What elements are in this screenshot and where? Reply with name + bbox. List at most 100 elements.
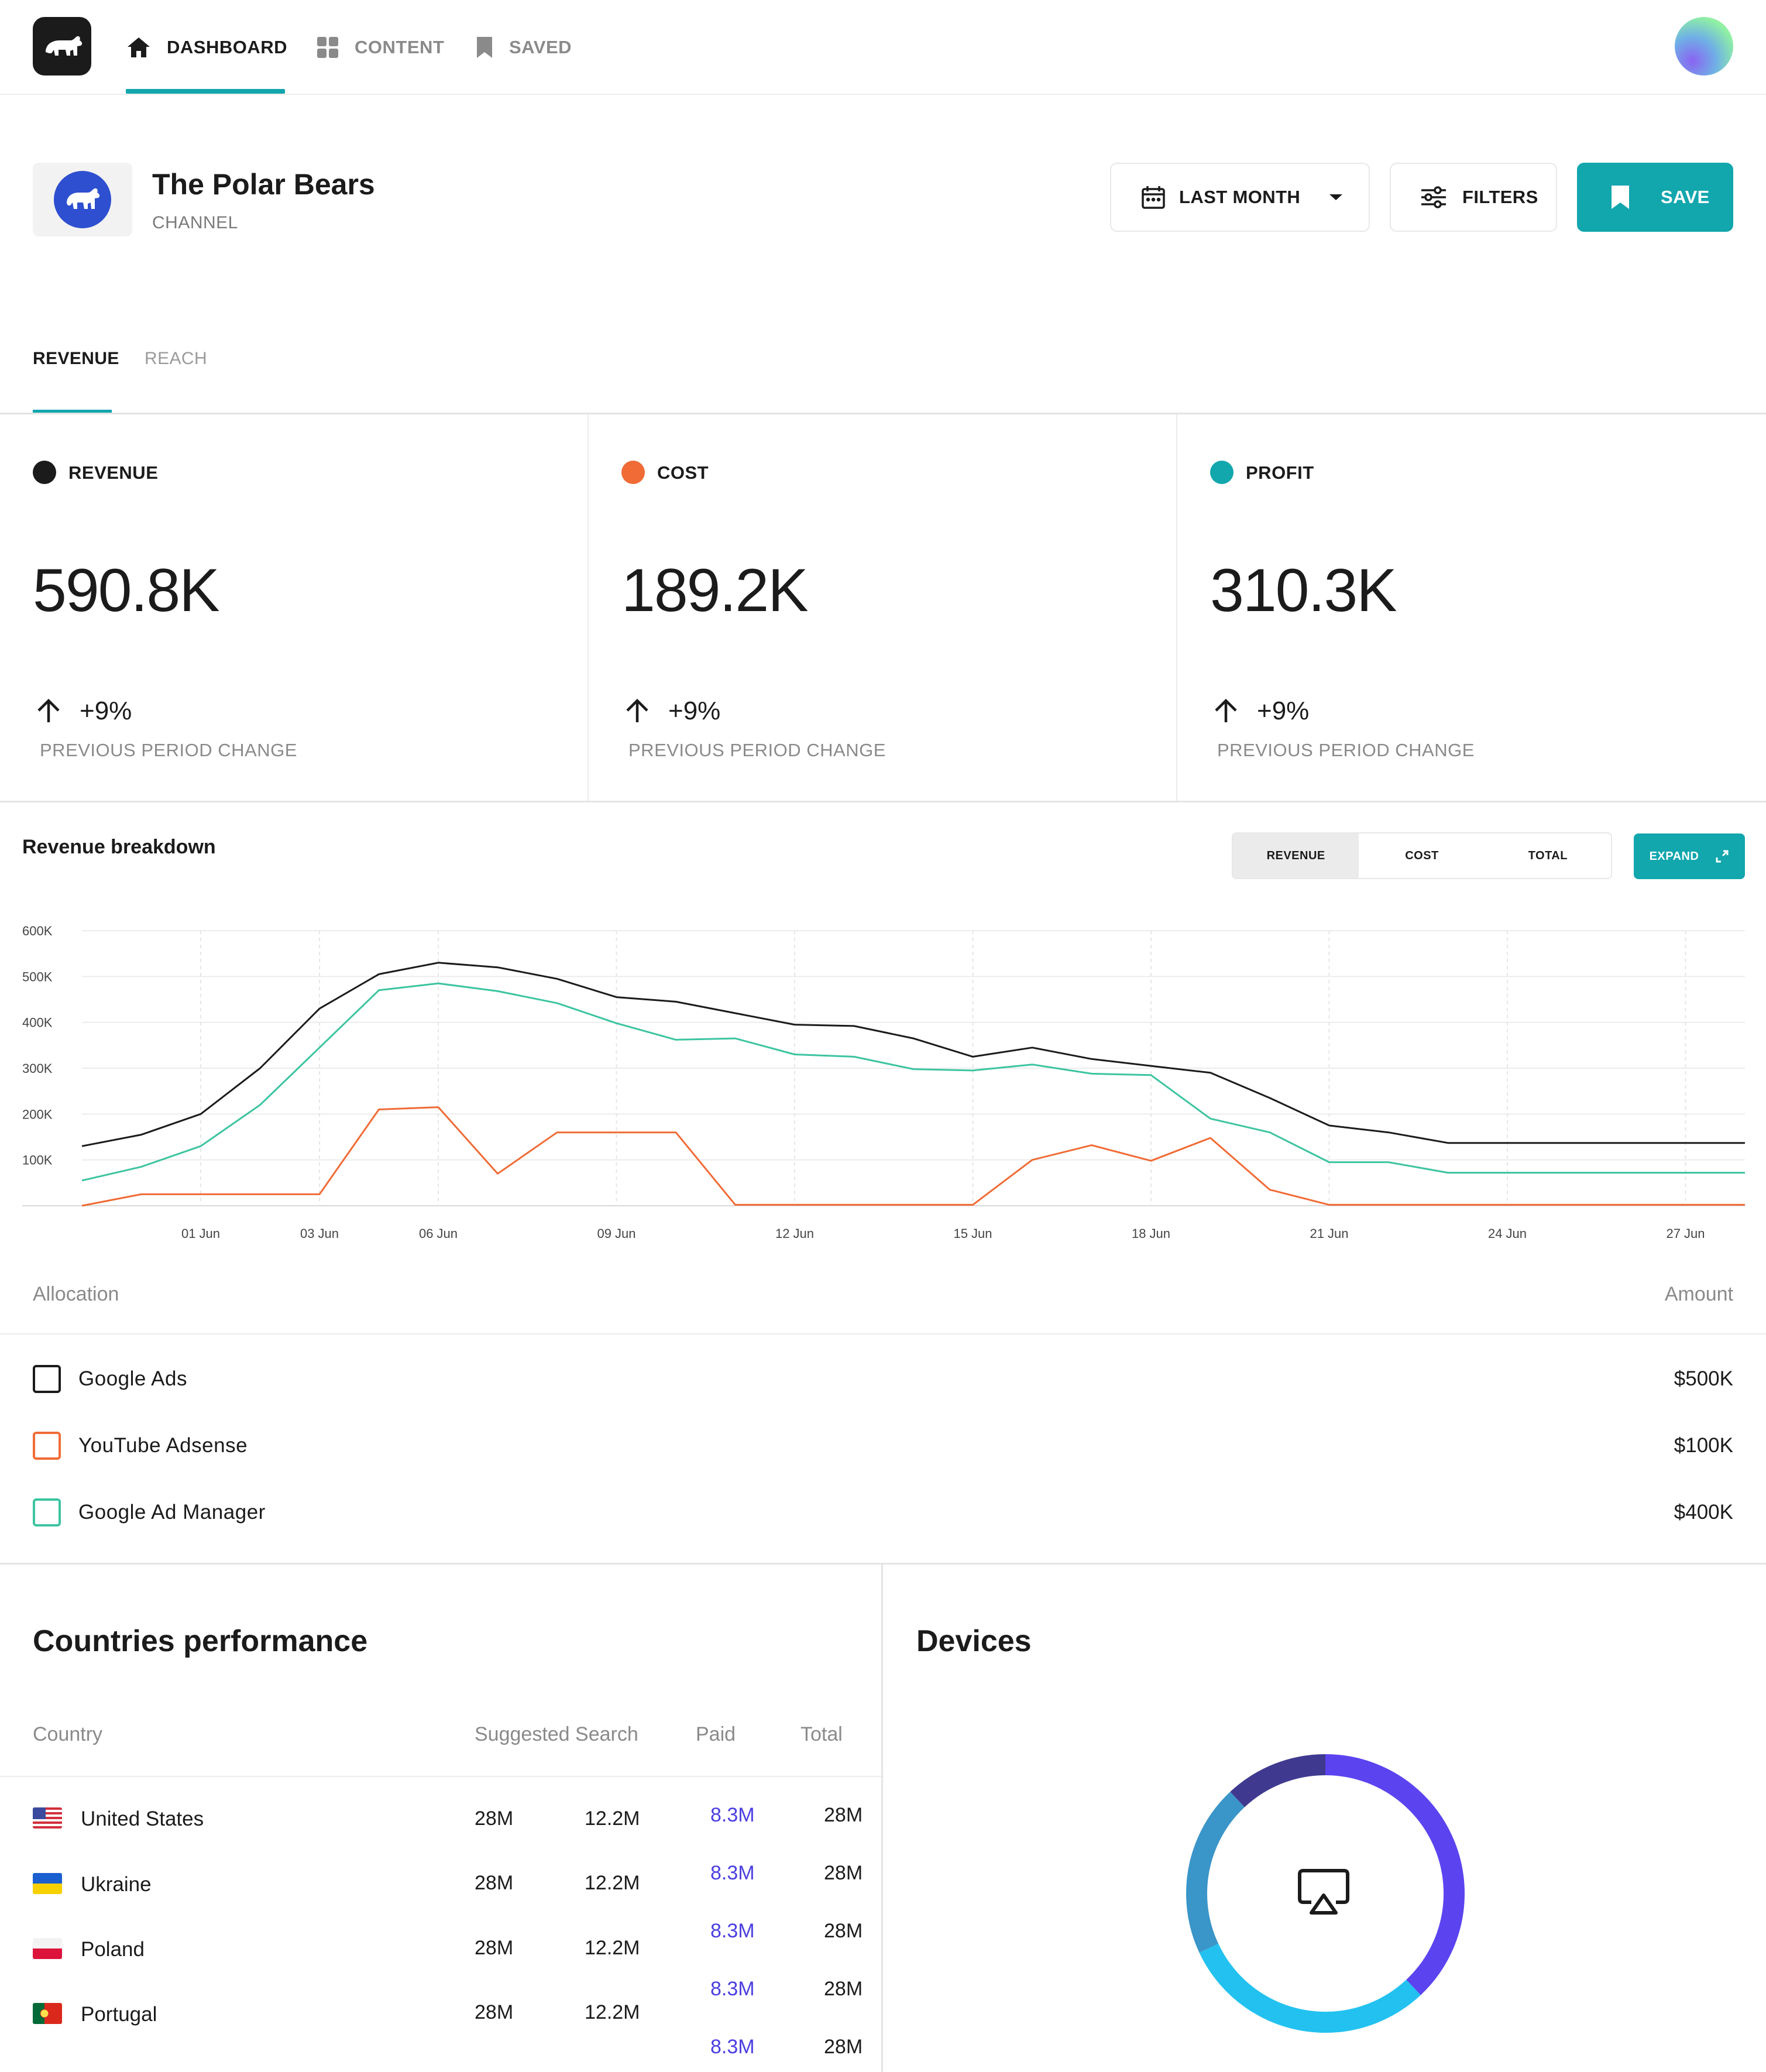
column-header-paid: Paid bbox=[696, 1723, 736, 1745]
section-title: Revenue breakdown bbox=[22, 836, 216, 858]
calendar-icon bbox=[1140, 184, 1166, 210]
allocation-row[interactable]: YouTube Adsense $100K bbox=[33, 1428, 1733, 1463]
avatar[interactable] bbox=[1675, 17, 1733, 76]
paid-value: 8.3M bbox=[710, 1920, 755, 1942]
profit-legend-dot bbox=[1210, 461, 1234, 484]
total-value: 28M bbox=[824, 1862, 863, 1884]
paid-value: 8.3M bbox=[710, 2036, 755, 2058]
country-name: Ukraine bbox=[81, 1873, 152, 1896]
save-button[interactable]: SAVE bbox=[1577, 163, 1733, 232]
kpi-change: +9% bbox=[35, 697, 132, 726]
cost-legend-dot bbox=[621, 461, 645, 484]
x-tick-label: 21 Jun bbox=[1310, 1226, 1348, 1241]
amount-header: Amount bbox=[1664, 1283, 1733, 1305]
kpi-change: +9% bbox=[1212, 697, 1309, 726]
airplay-icon bbox=[1297, 1868, 1350, 1919]
chart-metric-toggle: REVENUE COST TOTAL bbox=[1232, 832, 1612, 879]
arrow-up-icon bbox=[626, 698, 648, 722]
caret-down-icon bbox=[1328, 193, 1344, 201]
segment-total[interactable]: TOTAL bbox=[1528, 849, 1568, 862]
allocation-header: Allocation bbox=[33, 1283, 119, 1305]
allocation-checkbox[interactable] bbox=[33, 1432, 61, 1460]
nav-saved-label: SAVED bbox=[509, 37, 572, 57]
kpi-value: 310.3K bbox=[1210, 557, 1397, 625]
allocation-checkbox[interactable] bbox=[33, 1498, 61, 1526]
kpi-label: REVENUE bbox=[68, 462, 159, 483]
arrow-up-icon bbox=[37, 698, 60, 722]
us-flag-icon bbox=[33, 1807, 62, 1829]
kpi-note: PREVIOUS PERIOD CHANGE bbox=[628, 740, 886, 760]
search-value: 12.2M bbox=[585, 1937, 640, 1959]
paid-value: 8.3M bbox=[710, 1978, 755, 2000]
x-tick-label: 18 Jun bbox=[1132, 1226, 1170, 1241]
x-tick-label: 24 Jun bbox=[1488, 1226, 1527, 1241]
kpi-change-value: +9% bbox=[80, 697, 132, 725]
x-tick-label: 15 Jun bbox=[953, 1226, 992, 1241]
expand-button[interactable]: EXPAND bbox=[1634, 833, 1745, 879]
divider bbox=[0, 801, 1766, 802]
expand-icon bbox=[1716, 850, 1729, 863]
country-name: United States bbox=[81, 1807, 204, 1830]
allocation-row[interactable]: Google Ad Manager $400K bbox=[33, 1495, 1733, 1530]
nav-active-indicator bbox=[126, 89, 285, 94]
allocation-row[interactable]: Google Ads $500K bbox=[33, 1361, 1733, 1397]
kpi-value: 189.2K bbox=[621, 557, 809, 625]
segment-revenue[interactable]: REVENUE bbox=[1233, 833, 1359, 878]
suggested-value: 28M bbox=[475, 1872, 514, 1894]
bear-icon bbox=[46, 36, 83, 56]
search-value: 12.2M bbox=[585, 2001, 640, 2023]
y-tick-label: 100K bbox=[22, 1153, 53, 1168]
period-dropdown[interactable]: LAST MONTH bbox=[1110, 163, 1370, 232]
y-tick-label: 200K bbox=[22, 1107, 53, 1121]
donut-segment bbox=[1186, 1754, 1465, 2033]
kpi-change: +9% bbox=[624, 697, 720, 726]
filters-label: FILTERS bbox=[1462, 187, 1538, 207]
x-tick-label: 03 Jun bbox=[300, 1226, 339, 1241]
kpi-change-value: +9% bbox=[668, 697, 721, 725]
home-icon bbox=[126, 36, 152, 59]
country-name: Portugal bbox=[81, 2003, 157, 2026]
nav-content[interactable]: CONTENT bbox=[316, 0, 444, 95]
allocation-name: Google Ad Manager bbox=[78, 1501, 266, 1524]
nav-content-label: CONTENT bbox=[355, 37, 445, 57]
tab-active-indicator bbox=[33, 410, 112, 413]
arrow-up-icon bbox=[1215, 698, 1237, 722]
allocation-name: Google Ads bbox=[78, 1367, 187, 1390]
column-header-total: Total bbox=[800, 1723, 843, 1745]
search-value: 12.2M bbox=[585, 1807, 640, 1830]
nav-saved[interactable]: SAVED bbox=[475, 0, 572, 95]
period-label: LAST MONTH bbox=[1179, 187, 1301, 207]
grid-icon bbox=[316, 36, 339, 59]
kpi-note: PREVIOUS PERIOD CHANGE bbox=[1217, 740, 1475, 760]
nav-dashboard[interactable]: DASHBOARD bbox=[126, 0, 287, 95]
segment-cost[interactable]: COST bbox=[1405, 849, 1439, 862]
countries-title: Countries performance bbox=[33, 1624, 368, 1658]
divider bbox=[0, 413, 1766, 414]
bookmark-icon bbox=[1610, 184, 1630, 210]
y-tick-label: 300K bbox=[22, 1061, 53, 1076]
series-line bbox=[81, 962, 1745, 1147]
app-logo[interactable] bbox=[33, 17, 91, 76]
tab-revenue[interactable]: REVENUE bbox=[33, 349, 119, 368]
allocation-checkbox[interactable] bbox=[33, 1365, 61, 1393]
suggested-value: 28M bbox=[475, 1937, 514, 1959]
y-tick-label: 600K bbox=[22, 924, 53, 938]
series-line bbox=[81, 982, 1745, 1182]
suggested-value: 28M bbox=[475, 2001, 514, 2023]
kpi-value: 590.8K bbox=[33, 557, 220, 625]
paid-value: 8.3M bbox=[710, 1862, 755, 1884]
series-line bbox=[81, 1106, 1745, 1207]
devices-title: Devices bbox=[916, 1624, 1032, 1658]
total-value: 28M bbox=[824, 1804, 863, 1826]
allocation-name: YouTube Adsense bbox=[78, 1434, 248, 1457]
tab-reach[interactable]: REACH bbox=[145, 349, 208, 368]
x-tick-label: 27 Jun bbox=[1666, 1226, 1705, 1241]
kpi-label: PROFIT bbox=[1246, 462, 1314, 483]
divider bbox=[0, 1776, 881, 1777]
allocation-amount: $100K bbox=[1674, 1434, 1733, 1457]
expand-label: EXPAND bbox=[1649, 849, 1699, 863]
channel-logo bbox=[33, 163, 132, 236]
filters-button[interactable]: FILTERS bbox=[1390, 163, 1557, 232]
devices-donut-chart bbox=[1186, 1754, 1465, 2033]
y-tick-label: 400K bbox=[22, 1016, 53, 1030]
